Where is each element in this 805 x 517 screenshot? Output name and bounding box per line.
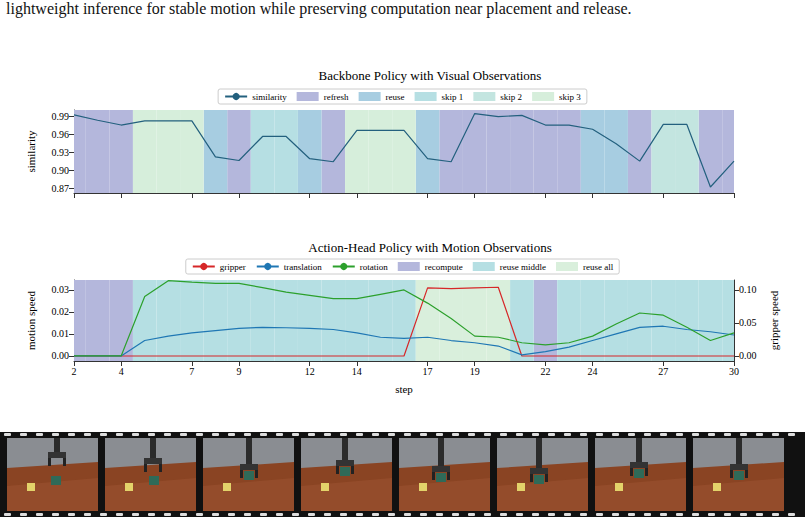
svg-text:gripper: gripper <box>220 262 246 272</box>
svg-text:refresh: refresh <box>324 92 349 102</box>
svg-text:translation: translation <box>284 262 322 272</box>
svg-text:14: 14 <box>352 366 362 377</box>
svg-text:Action-Head Policy with Motion: Action-Head Policy with Motion Observati… <box>308 240 551 255</box>
svg-text:4: 4 <box>119 366 124 377</box>
svg-text:0.02: 0.02 <box>52 306 70 317</box>
svg-text:0.99: 0.99 <box>52 111 70 122</box>
svg-text:12: 12 <box>305 366 315 377</box>
svg-text:recompute: recompute <box>425 262 463 272</box>
svg-text:skip 2: skip 2 <box>500 92 522 102</box>
svg-text:reuse all: reuse all <box>583 262 614 272</box>
svg-text:19: 19 <box>470 366 480 377</box>
svg-text:7: 7 <box>189 366 194 377</box>
svg-text:step: step <box>395 383 413 395</box>
svg-text:skip 3: skip 3 <box>559 92 581 102</box>
svg-text:9: 9 <box>237 366 242 377</box>
svg-text:0.96: 0.96 <box>52 129 70 140</box>
svg-text:0.05: 0.05 <box>739 317 757 328</box>
svg-text:30: 30 <box>729 366 739 377</box>
svg-text:24: 24 <box>588 366 598 377</box>
svg-text:similarity: similarity <box>252 92 287 102</box>
svg-text:Backbone Policy with Visual Ob: Backbone Policy with Visual Observations <box>319 68 542 83</box>
svg-text:2: 2 <box>72 366 77 377</box>
svg-text:0.10: 0.10 <box>739 284 757 295</box>
svg-text:0.87: 0.87 <box>52 183 70 194</box>
svg-text:reuse middle: reuse middle <box>500 262 546 272</box>
html-text:lightweight inference for stab: lightweight inference for stable motion … <box>6 0 632 17</box>
svg-text:0.90: 0.90 <box>52 165 70 176</box>
svg-text:skip 1: skip 1 <box>442 92 464 102</box>
svg-text:rotation: rotation <box>360 262 388 272</box>
svg-text:22: 22 <box>540 366 550 377</box>
svg-text:0.00: 0.00 <box>739 350 757 361</box>
svg-text:gripper speed: gripper speed <box>768 290 780 350</box>
svg-text:0.93: 0.93 <box>52 147 70 158</box>
svg-text:motion speed: motion speed <box>25 291 37 350</box>
svg-text:0.01: 0.01 <box>52 328 70 339</box>
svg-text:27: 27 <box>658 366 668 377</box>
svg-text:0.00: 0.00 <box>52 350 70 361</box>
svg-text:reuse: reuse <box>386 92 405 102</box>
svg-text:17: 17 <box>423 366 433 377</box>
svg-text:0.03: 0.03 <box>52 284 70 295</box>
svg-text:similarity: similarity <box>25 130 37 173</box>
